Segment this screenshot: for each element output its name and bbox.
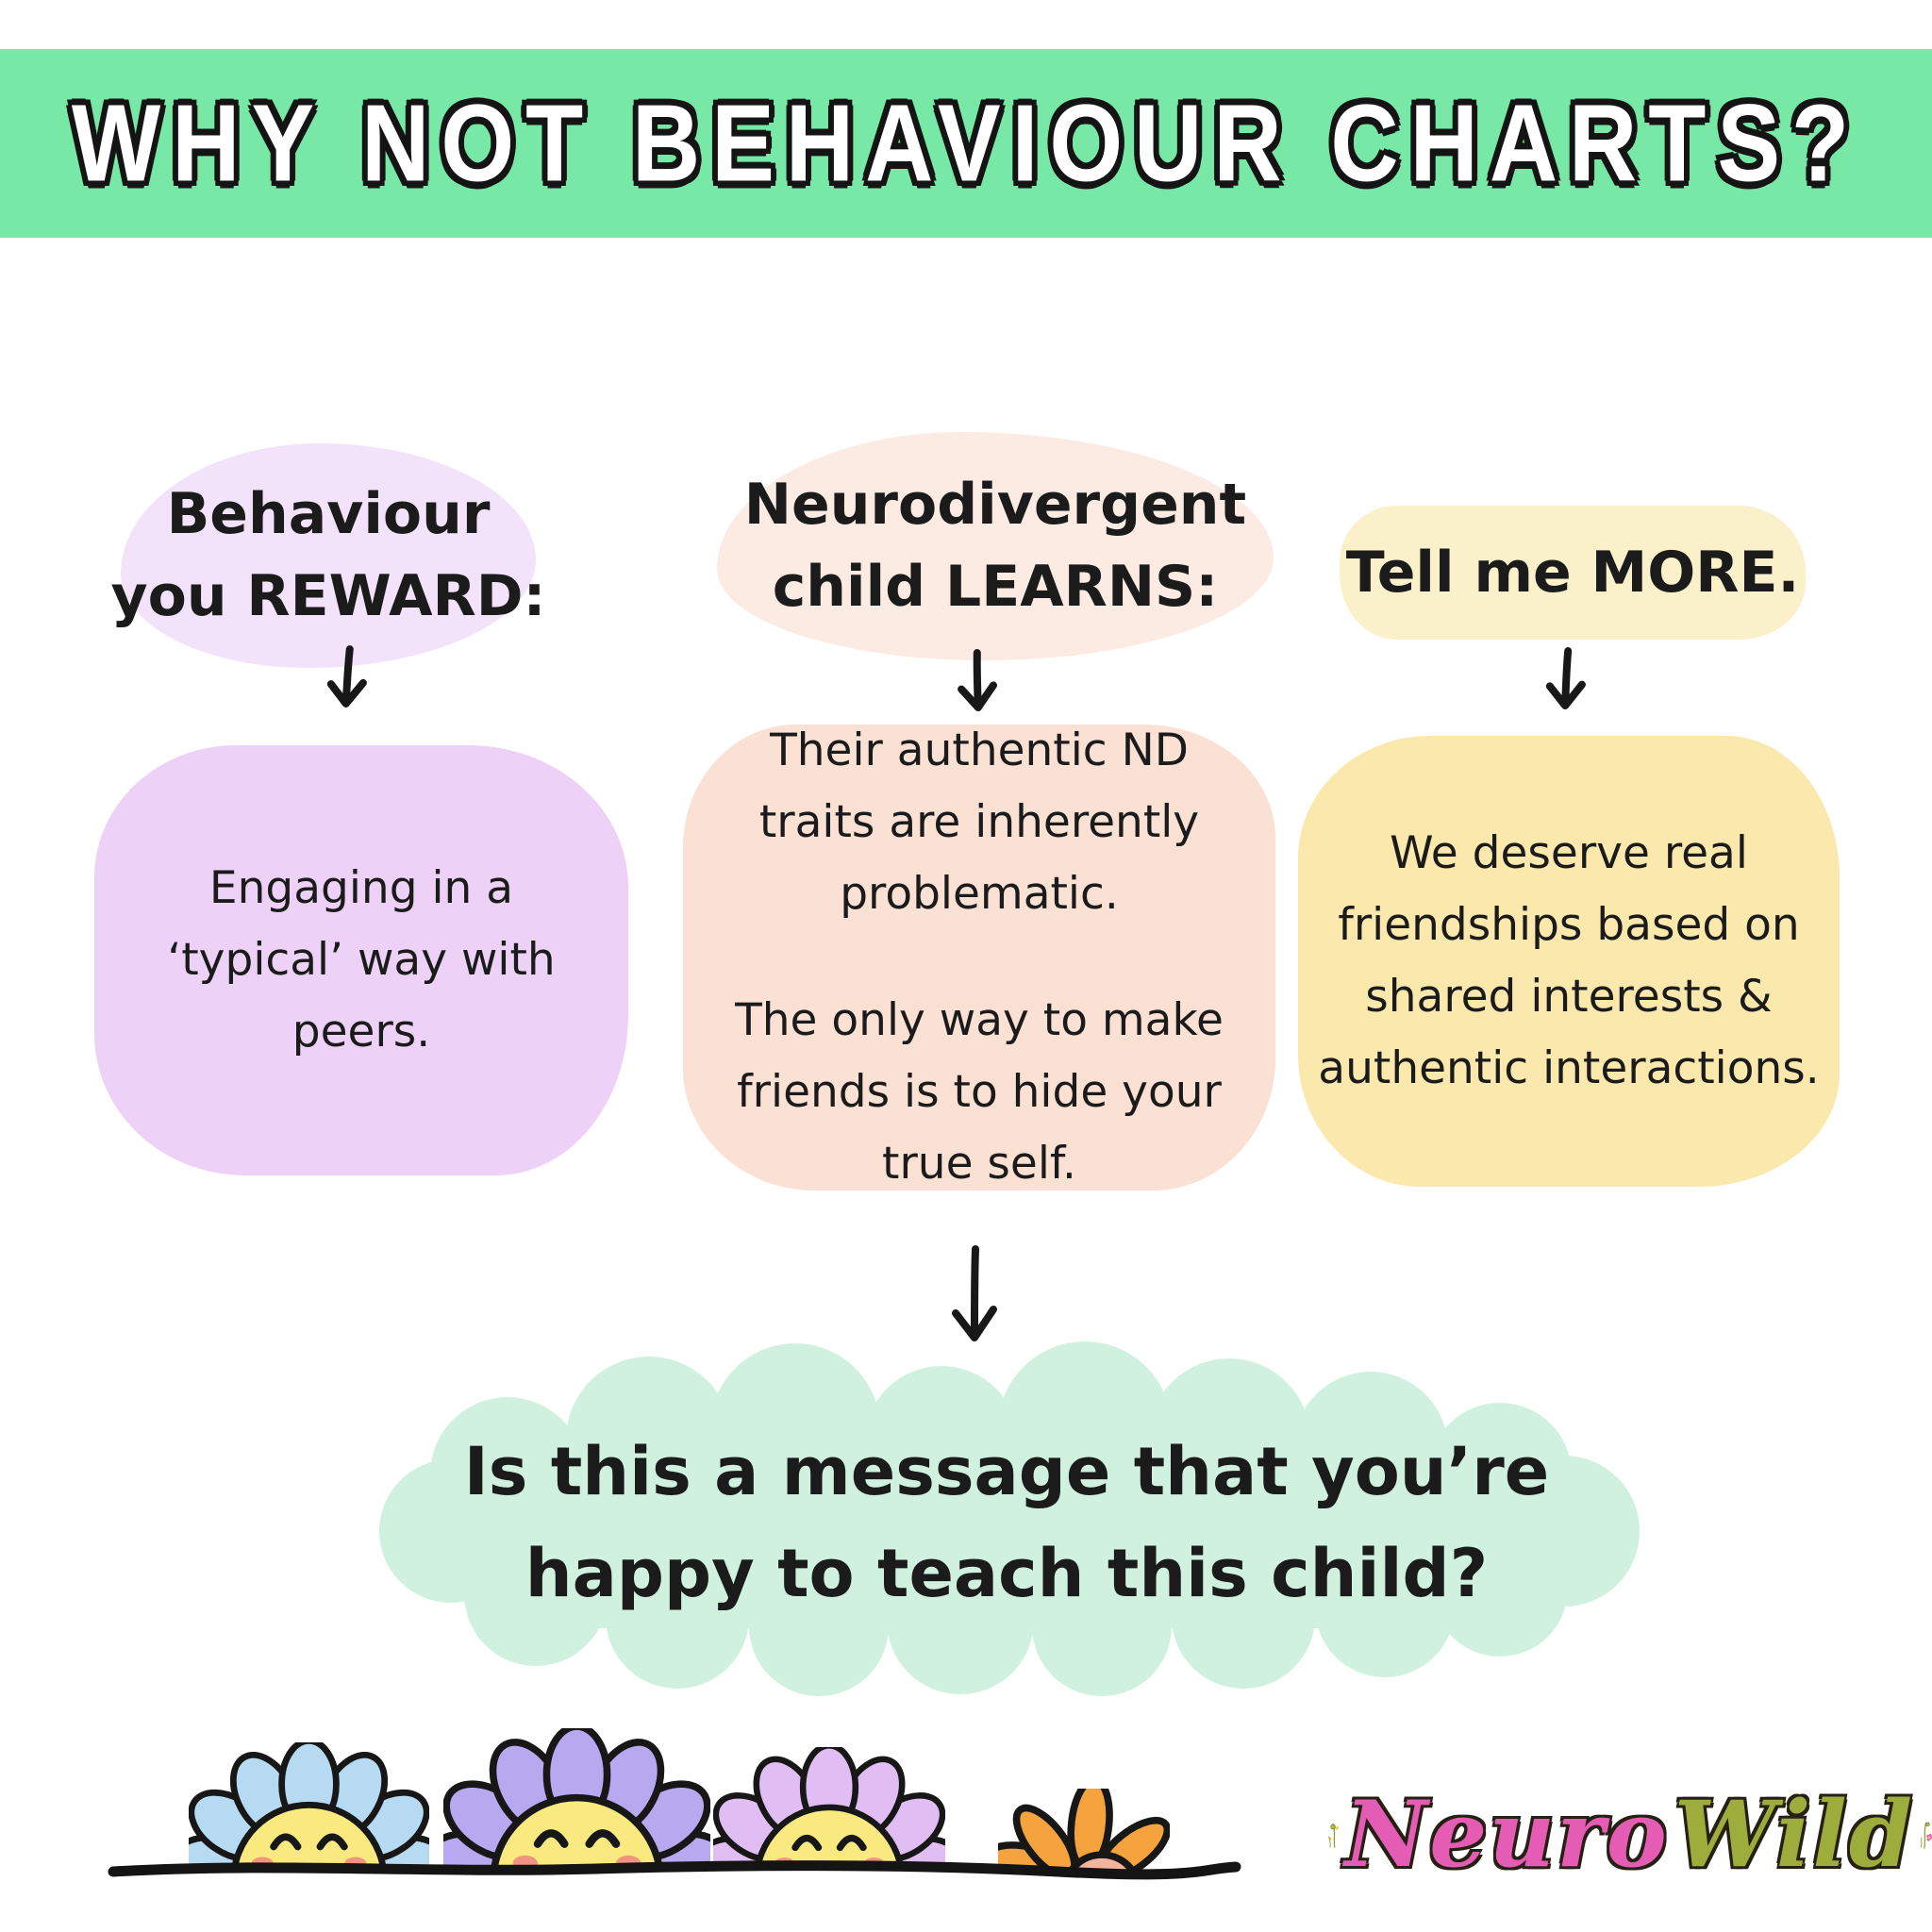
ground-line — [108, 1860, 1241, 1880]
arrow-down-icon — [952, 646, 1004, 724]
body-text: We deserve real friendships based on sha… — [1318, 826, 1820, 1095]
arrow-down-icon — [1541, 644, 1592, 722]
header-line: child LEARNS: — [772, 554, 1219, 620]
flower-character-lilac — [713, 1747, 945, 1871]
body-text: Their authentic ND traits are inherently… — [758, 724, 1200, 920]
flower-character-blue — [189, 1742, 429, 1871]
flower-sprig-icon — [1920, 1822, 1932, 1849]
logo-text-wild: Wild — [1674, 1781, 1914, 1888]
body-text: Engaging in a ‘typical’ way with peers. — [167, 861, 556, 1058]
conclusion-text-line: Is this a message that you’re — [463, 1433, 1550, 1510]
column-3-body-box: We deserve real friendships based on sha… — [1298, 736, 1840, 1187]
flower-character-periwinkle — [443, 1728, 710, 1871]
body-text: The only way to make friends is to hide … — [735, 994, 1224, 1191]
header-line: Tell me MORE. — [1345, 539, 1800, 606]
neurowild-logo: Neuro Wild — [1328, 1738, 1932, 1931]
arrow-down-icon — [321, 642, 374, 721]
column-1-body-box: Engaging in a ‘typical’ way with peers. — [94, 745, 628, 1175]
column-1-header-bubble: Behaviour you REWARD: — [110, 443, 546, 668]
column-2-header-bubble: Neurodivergent child LEARNS: — [717, 432, 1274, 660]
title-banner: WHY NOT BEHAVIOUR CHARTS? — [0, 49, 1932, 238]
cloud-shape — [379, 1341, 1640, 1696]
conclusion-cloud: Is this a message that you’re happy to t… — [366, 1338, 1647, 1707]
conclusion-text-line: happy to teach this child? — [525, 1535, 1489, 1612]
header-line: you REWARD: — [110, 563, 546, 629]
leaf-sprig-icon — [1328, 1823, 1339, 1848]
flower-character-orange — [998, 1789, 1170, 1874]
column-2-body-box: Their authentic ND traits are inherently… — [683, 724, 1275, 1191]
conclusion-arrow-down-icon — [945, 1243, 1004, 1355]
header-line: Neurodivergent — [743, 472, 1247, 538]
column-3-header-bubble: Tell me MORE. — [1340, 506, 1806, 640]
header-line: Behaviour — [166, 481, 491, 547]
page-title: WHY NOT BEHAVIOUR CHARTS? — [71, 81, 1861, 205]
logo-text-neuro: Neuro — [1344, 1781, 1669, 1888]
